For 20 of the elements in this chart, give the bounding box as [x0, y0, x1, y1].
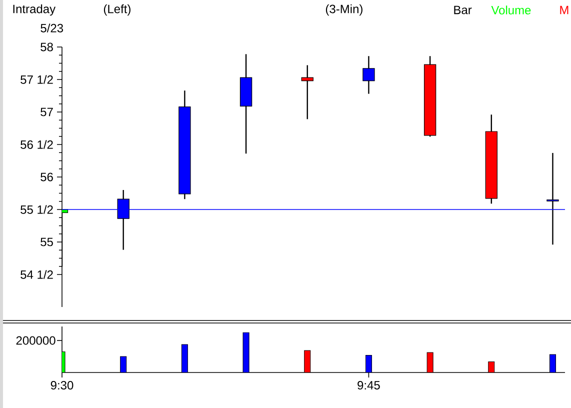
text: 200000 — [16, 336, 56, 345]
y-tick-label: 55 1/2 — [20, 205, 53, 214]
candlestick — [362, 56, 375, 94]
candlestick — [301, 64, 314, 120]
text: 5/23 — [40, 24, 64, 32]
text: Intraday — [13, 4, 56, 16]
y-tick-label: 58 — [40, 42, 53, 52]
text: (3-Min) — [326, 4, 362, 16]
text: Volume — [491, 6, 531, 14]
y-tick-label: 54 1/2 — [20, 270, 53, 279]
y-tick-label: 57 — [40, 108, 53, 116]
y-tick-label: 55 — [40, 238, 53, 246]
y-tick-label: 57 1/2 — [20, 75, 53, 84]
x-tick-label: 9:45 — [358, 381, 380, 390]
y-tick-label: 56 1/2 — [20, 140, 53, 149]
y-tick-label: 56 — [40, 172, 53, 182]
text: (Left) — [104, 4, 130, 16]
text: Bar — [454, 6, 472, 14]
text: M — [560, 6, 568, 14]
x-tick-label: 9:30 — [50, 381, 74, 390]
